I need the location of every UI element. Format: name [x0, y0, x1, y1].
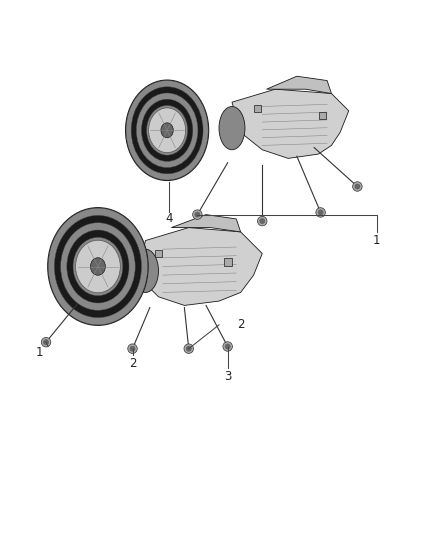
Ellipse shape [162, 124, 172, 136]
Circle shape [193, 210, 202, 220]
Circle shape [186, 346, 191, 351]
FancyBboxPatch shape [319, 112, 326, 119]
Circle shape [260, 219, 265, 224]
Circle shape [353, 182, 362, 191]
Polygon shape [171, 215, 240, 232]
Text: 4: 4 [166, 213, 173, 225]
Ellipse shape [147, 106, 187, 155]
Ellipse shape [48, 208, 148, 325]
Circle shape [318, 210, 323, 215]
Ellipse shape [161, 123, 173, 138]
Circle shape [195, 212, 200, 217]
Circle shape [130, 346, 135, 351]
Ellipse shape [157, 118, 177, 143]
Ellipse shape [85, 252, 110, 281]
Ellipse shape [92, 259, 104, 274]
Ellipse shape [54, 215, 141, 318]
Ellipse shape [133, 249, 159, 293]
Circle shape [258, 216, 267, 226]
Circle shape [128, 344, 137, 353]
Ellipse shape [48, 208, 148, 325]
Ellipse shape [141, 99, 193, 161]
Ellipse shape [126, 80, 208, 180]
Ellipse shape [91, 258, 106, 275]
Ellipse shape [67, 230, 129, 303]
Circle shape [316, 208, 325, 217]
Ellipse shape [75, 240, 120, 293]
Ellipse shape [131, 87, 203, 174]
FancyBboxPatch shape [224, 259, 232, 266]
FancyBboxPatch shape [155, 249, 162, 257]
Ellipse shape [219, 107, 245, 150]
Text: 1: 1 [36, 346, 43, 359]
Ellipse shape [148, 108, 186, 152]
Circle shape [184, 344, 194, 353]
Ellipse shape [73, 237, 123, 296]
Text: 2: 2 [237, 318, 244, 332]
Ellipse shape [126, 80, 208, 180]
Ellipse shape [136, 93, 198, 167]
Ellipse shape [79, 245, 117, 288]
Ellipse shape [60, 223, 135, 310]
Circle shape [223, 342, 233, 351]
Circle shape [225, 344, 230, 349]
Polygon shape [137, 228, 262, 305]
Circle shape [355, 184, 360, 189]
FancyBboxPatch shape [254, 105, 261, 112]
Text: 3: 3 [224, 370, 231, 383]
Ellipse shape [152, 111, 183, 149]
Polygon shape [267, 76, 332, 93]
Text: 1: 1 [373, 234, 381, 247]
Circle shape [43, 340, 49, 345]
Circle shape [41, 337, 51, 347]
Text: 2: 2 [129, 357, 136, 370]
Polygon shape [232, 89, 349, 158]
